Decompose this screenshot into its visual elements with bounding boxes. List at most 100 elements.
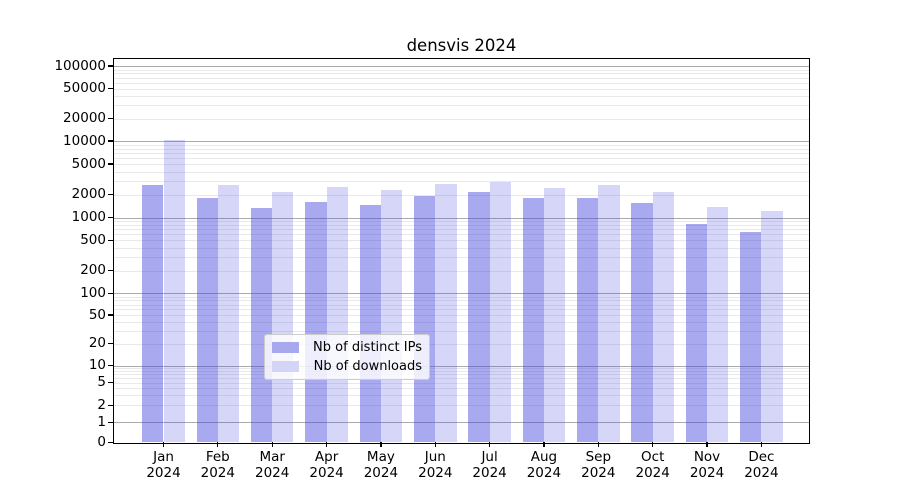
minor-gridline bbox=[114, 194, 809, 196]
minor-gridline bbox=[114, 388, 809, 390]
y-tick-label: 0 bbox=[97, 433, 106, 450]
minor-gridline bbox=[114, 343, 809, 345]
legend-label-downloads: Nb of downloads bbox=[313, 359, 422, 374]
minor-gridline bbox=[114, 378, 809, 380]
bar-dec-downloads bbox=[761, 211, 783, 443]
minor-gridline bbox=[114, 144, 809, 146]
bar-oct-distinct-ips bbox=[631, 203, 653, 443]
legend-swatch-downloads bbox=[272, 361, 299, 372]
minor-gridline bbox=[114, 234, 809, 236]
legend-row-distinct-ips: Nb of distinct IPs bbox=[272, 340, 422, 355]
bar-nov-distinct-ips bbox=[685, 223, 707, 443]
minor-gridline bbox=[114, 152, 809, 154]
y-tick-mark bbox=[107, 163, 113, 165]
minor-gridline bbox=[114, 164, 809, 166]
minor-gridline bbox=[114, 221, 809, 223]
chart-title: densvis 2024 bbox=[406, 36, 517, 55]
bar-aug-downloads bbox=[543, 187, 566, 443]
y-tick-mark bbox=[107, 404, 113, 406]
y-tick-mark bbox=[107, 343, 113, 345]
y-tick-label: 10 bbox=[88, 357, 106, 373]
minor-gridline bbox=[114, 95, 809, 97]
x-tick-mark bbox=[652, 442, 654, 447]
x-tick-mark bbox=[706, 442, 708, 447]
minor-gridline bbox=[114, 374, 809, 376]
y-tick-label: 200 bbox=[80, 262, 106, 278]
x-tick-label: Dec 2024 bbox=[744, 449, 779, 481]
bar-sep-distinct-ips bbox=[577, 198, 599, 443]
y-tick-label: 2000 bbox=[71, 186, 106, 203]
y-tick-label: 5000 bbox=[71, 155, 106, 172]
x-tick-label: Sep 2024 bbox=[581, 449, 616, 481]
legend-label-distinct-ips: Nb of distinct IPs bbox=[313, 340, 422, 355]
y-tick-mark bbox=[107, 88, 113, 90]
bar-may-distinct-ips bbox=[359, 205, 381, 443]
minor-gridline bbox=[114, 247, 809, 249]
y-tick-label: 100 bbox=[80, 284, 106, 301]
minor-gridline bbox=[114, 300, 809, 302]
y-tick-label: 1 bbox=[97, 413, 106, 430]
minor-gridline bbox=[114, 309, 809, 311]
x-tick-mark bbox=[597, 442, 599, 447]
y-tick-label: 50 bbox=[88, 306, 106, 323]
bar-feb-distinct-ips bbox=[196, 197, 218, 443]
bar-jan-distinct-ips bbox=[142, 184, 164, 443]
minor-gridline bbox=[114, 73, 809, 75]
y-tick-mark bbox=[107, 216, 113, 219]
minor-gridline bbox=[114, 382, 809, 384]
bar-jun-distinct-ips bbox=[413, 196, 436, 443]
minor-gridline bbox=[114, 270, 809, 272]
bar-sep-downloads bbox=[598, 185, 620, 443]
y-tick-mark bbox=[107, 193, 113, 196]
y-tick-mark bbox=[107, 239, 113, 242]
minor-gridline bbox=[114, 118, 809, 120]
y-tick-label: 20 bbox=[88, 335, 106, 352]
minor-gridline bbox=[114, 69, 809, 71]
minor-gridline bbox=[114, 158, 809, 160]
minor-gridline bbox=[114, 82, 809, 84]
minor-gridline bbox=[114, 296, 809, 298]
minor-gridline bbox=[114, 304, 809, 306]
x-tick-mark bbox=[217, 442, 219, 447]
minor-gridline bbox=[114, 171, 809, 173]
legend: Nb of distinct IPs Nb of downloads bbox=[264, 334, 430, 380]
y-tick-label: 2 bbox=[97, 396, 106, 413]
bar-apr-distinct-ips bbox=[305, 201, 327, 443]
x-tick-label: Jun 2024 bbox=[418, 449, 453, 481]
bar-jul-distinct-ips bbox=[468, 192, 490, 443]
x-tick-label: Mar 2024 bbox=[255, 449, 290, 481]
y-tick-label: 100000 bbox=[54, 57, 106, 74]
minor-gridline bbox=[114, 77, 809, 79]
bar-may-downloads bbox=[380, 189, 403, 443]
x-tick-mark bbox=[271, 442, 273, 447]
minor-gridline bbox=[114, 395, 809, 397]
x-tick-label: Apr 2024 bbox=[309, 449, 344, 481]
minor-gridline bbox=[114, 405, 809, 407]
minor-gridline bbox=[114, 105, 809, 107]
x-tick-label: May 2024 bbox=[363, 449, 399, 481]
y-tick-label: 50000 bbox=[63, 80, 106, 97]
y-tick-mark bbox=[107, 292, 113, 294]
y-tick-mark bbox=[107, 381, 113, 384]
minor-gridline bbox=[114, 148, 809, 150]
x-tick-mark bbox=[162, 442, 165, 447]
y-tick-mark bbox=[107, 117, 113, 120]
bar-jan-downloads bbox=[163, 140, 185, 443]
major-gridline bbox=[114, 66, 809, 68]
y-tick-label: 10000 bbox=[63, 132, 106, 149]
x-tick-mark bbox=[543, 442, 545, 447]
minor-gridline bbox=[114, 331, 809, 333]
bar-oct-downloads bbox=[652, 192, 674, 443]
bar-jun-downloads bbox=[435, 184, 457, 443]
bar-jul-downloads bbox=[489, 182, 511, 443]
y-tick-mark bbox=[107, 65, 113, 67]
minor-gridline bbox=[114, 224, 809, 226]
x-tick-label: Nov 2024 bbox=[689, 449, 725, 481]
major-gridline bbox=[114, 365, 809, 367]
bar-feb-downloads bbox=[217, 185, 240, 443]
x-tick-label: Oct 2024 bbox=[635, 449, 670, 481]
y-tick-mark bbox=[107, 140, 113, 142]
minor-gridline bbox=[114, 322, 809, 323]
y-tick-label: 500 bbox=[80, 231, 106, 248]
y-tick-mark bbox=[107, 441, 113, 443]
